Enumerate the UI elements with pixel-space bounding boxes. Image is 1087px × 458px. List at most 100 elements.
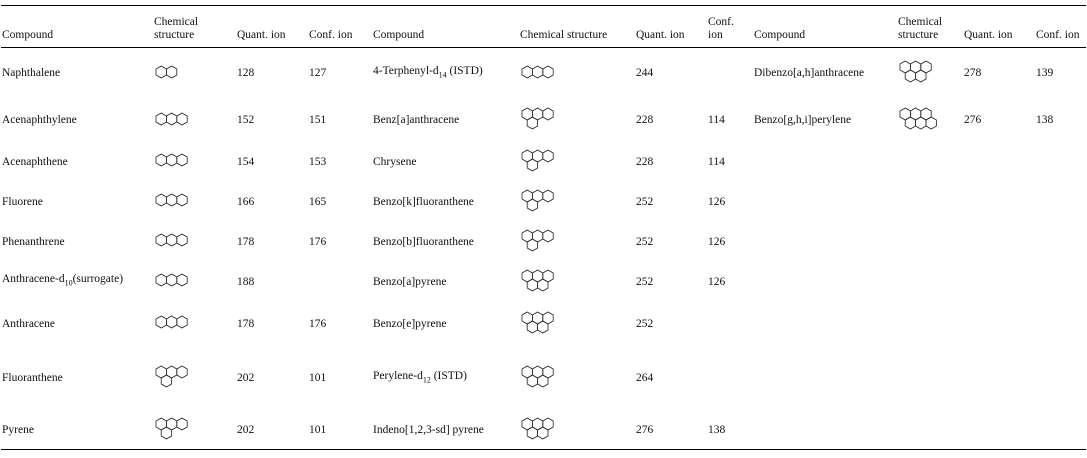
table-cell: 264 xyxy=(636,372,654,384)
structure-icon xyxy=(155,315,188,329)
table-cell xyxy=(963,302,1035,346)
ring xyxy=(537,426,549,440)
table-cell: 178 xyxy=(237,317,255,330)
table-cell: Perylene-d12 (ISTD) xyxy=(372,346,519,411)
ring xyxy=(160,374,173,388)
table-cell: Phenanthrene xyxy=(2,235,65,248)
table-cell: 202 xyxy=(236,410,308,450)
name-part: 14 xyxy=(438,70,447,80)
table-cell: 138 xyxy=(707,410,753,450)
table-row: Acenaphthylene 152 151 Benz[a]anthracene 228… xyxy=(1,99,1086,142)
table-cell xyxy=(963,182,1035,222)
table-cell: 126 xyxy=(708,275,726,288)
table-cell: Fluoranthene xyxy=(2,372,63,384)
ring xyxy=(526,374,539,388)
table-cell: 101 xyxy=(309,372,327,384)
ring xyxy=(542,107,554,121)
table-row: Pyrene 202 101 Indeno[1,2,3-sd] pyrene 276 13… xyxy=(1,410,1086,450)
header-cell: Conf. ion xyxy=(308,5,372,48)
table-cell xyxy=(153,222,236,262)
ring xyxy=(904,69,917,83)
table-cell: Pyrene xyxy=(1,410,153,450)
table-cell xyxy=(963,262,1035,302)
table-row: Anthracene-d10(surrogate) 188 Benzo[a]pyre… xyxy=(1,262,1086,302)
header-cell: Quant. ion xyxy=(635,5,707,48)
table-cell xyxy=(963,142,1035,182)
table-row: Phenanthrene 178 176 Benzo[b]fluoranthene 25… xyxy=(1,222,1086,262)
table-cell xyxy=(897,48,963,99)
header-row: Compound Chemical structure Quant. ion Conf… xyxy=(1,5,1086,48)
table-cell: 276 xyxy=(635,410,707,450)
table-cell xyxy=(153,346,236,411)
table-cell xyxy=(519,182,635,222)
name-part: 10 xyxy=(64,278,73,288)
structure-icon xyxy=(155,65,178,79)
table-cell: Chrysene xyxy=(373,155,417,168)
table-cell: 228 xyxy=(636,155,654,168)
table-cell: Benzo[e]pyrene xyxy=(373,317,447,330)
table-cell: 252 xyxy=(636,195,654,208)
compound-table: Compound Chemical structure Quant. ion Conf… xyxy=(1,5,1086,450)
structure-icon xyxy=(155,417,188,440)
table-cell: Indeno[1,2,3-sd] pyrene xyxy=(372,410,519,450)
structure-icon xyxy=(521,65,554,79)
table-cell: Benzo[b]fluoranthene xyxy=(373,235,474,248)
header-cell: Chemical structure xyxy=(519,5,635,48)
ring xyxy=(155,112,167,125)
ring xyxy=(537,320,549,333)
ring xyxy=(165,233,178,247)
table-cell: Acenaphthene xyxy=(2,155,68,168)
table-cell xyxy=(519,302,635,346)
structure-icon xyxy=(155,153,188,167)
ring xyxy=(176,112,188,125)
table-cell: 126 xyxy=(708,235,726,248)
table-cell xyxy=(897,302,963,346)
table-cell: Fluorene xyxy=(2,195,43,208)
table-cell xyxy=(519,346,635,411)
table-cell xyxy=(519,262,635,302)
table-cell xyxy=(707,302,753,346)
table-cell xyxy=(707,48,753,99)
table-cell xyxy=(753,262,897,302)
ring xyxy=(526,158,539,171)
ring xyxy=(542,65,554,79)
ring xyxy=(176,153,188,167)
table-cell: 138 xyxy=(1036,114,1054,126)
table-cell: 178 xyxy=(237,235,255,248)
table-cell: Dibenzo[a,h]anthracene xyxy=(754,67,865,80)
table-cell xyxy=(753,302,897,346)
ring xyxy=(165,315,178,329)
table-cell xyxy=(519,99,635,142)
name-part: (ISTD) xyxy=(446,65,483,78)
table-cell: Anthracene-d10(surrogate) xyxy=(1,262,153,302)
ring xyxy=(176,233,188,247)
table-cell xyxy=(963,222,1035,262)
table-cell: 152 xyxy=(237,114,255,126)
table-cell xyxy=(153,48,236,99)
table-cell: 101 xyxy=(308,410,372,450)
table-cell xyxy=(519,48,635,99)
table-cell xyxy=(753,346,897,411)
ring xyxy=(537,374,549,388)
table-cell: 228 xyxy=(636,114,654,126)
table-row: Naphthalene 128 127 4-Terphenyl-d14 (ISTD) 2… xyxy=(1,48,1086,99)
ring xyxy=(904,116,917,130)
page: Compound Chemical structure Quant. ion Conf… xyxy=(0,5,1087,458)
table-cell xyxy=(897,262,963,302)
table-cell xyxy=(308,262,372,302)
ring xyxy=(526,426,539,440)
table-cell: 114 xyxy=(708,114,725,126)
structure-icon xyxy=(155,273,188,287)
table-cell xyxy=(1035,346,1086,411)
table-cell: 154 xyxy=(237,155,255,168)
table-cell xyxy=(1035,142,1086,182)
table-cell: Benzo[g,h,i]perylene xyxy=(754,114,852,126)
table-cell xyxy=(153,410,236,450)
table-cell xyxy=(153,262,236,302)
ring xyxy=(542,229,554,242)
header-cell: Chemical structure xyxy=(153,5,236,48)
table-cell xyxy=(963,410,1035,450)
structure-icon xyxy=(521,107,554,130)
ring xyxy=(526,320,539,333)
ring xyxy=(165,193,178,207)
